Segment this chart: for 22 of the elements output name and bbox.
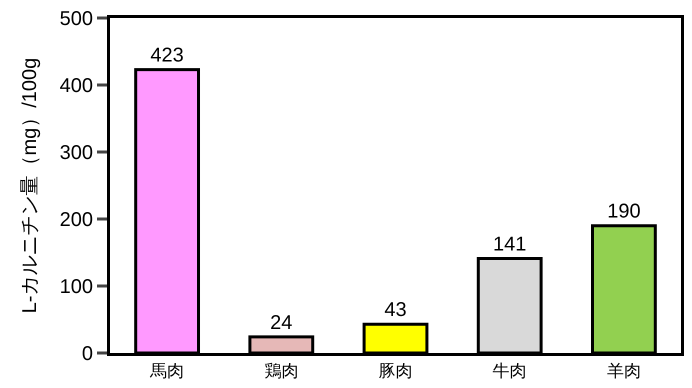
bar (476, 257, 543, 353)
y-tick-label: 0 (82, 343, 93, 365)
y-tick-label: 500 (60, 8, 93, 30)
data-label: 423 (150, 44, 184, 67)
y-axis-title: L-カルニチン量（mg）/100g (19, 58, 42, 314)
x-tick-label: 馬肉 (149, 361, 184, 380)
bar (591, 224, 657, 353)
x-tick-label: 羊肉 (606, 361, 641, 380)
y-tick-label: 300 (60, 142, 93, 164)
data-label: 141 (493, 234, 526, 256)
y-tick-label: 100 (60, 276, 93, 298)
bar (134, 68, 200, 353)
data-label: 43 (384, 299, 407, 322)
y-tick-label: 200 (60, 209, 93, 231)
bar (248, 335, 314, 353)
x-tick-label: 牛肉 (492, 361, 527, 380)
bar (362, 322, 428, 353)
y-tick-label: 400 (60, 75, 93, 97)
data-label: 190 (607, 200, 641, 223)
x-tick-label: 鶏肉 (264, 361, 298, 380)
data-label: 24 (270, 312, 292, 334)
x-tick-label: 豚肉 (378, 361, 412, 380)
